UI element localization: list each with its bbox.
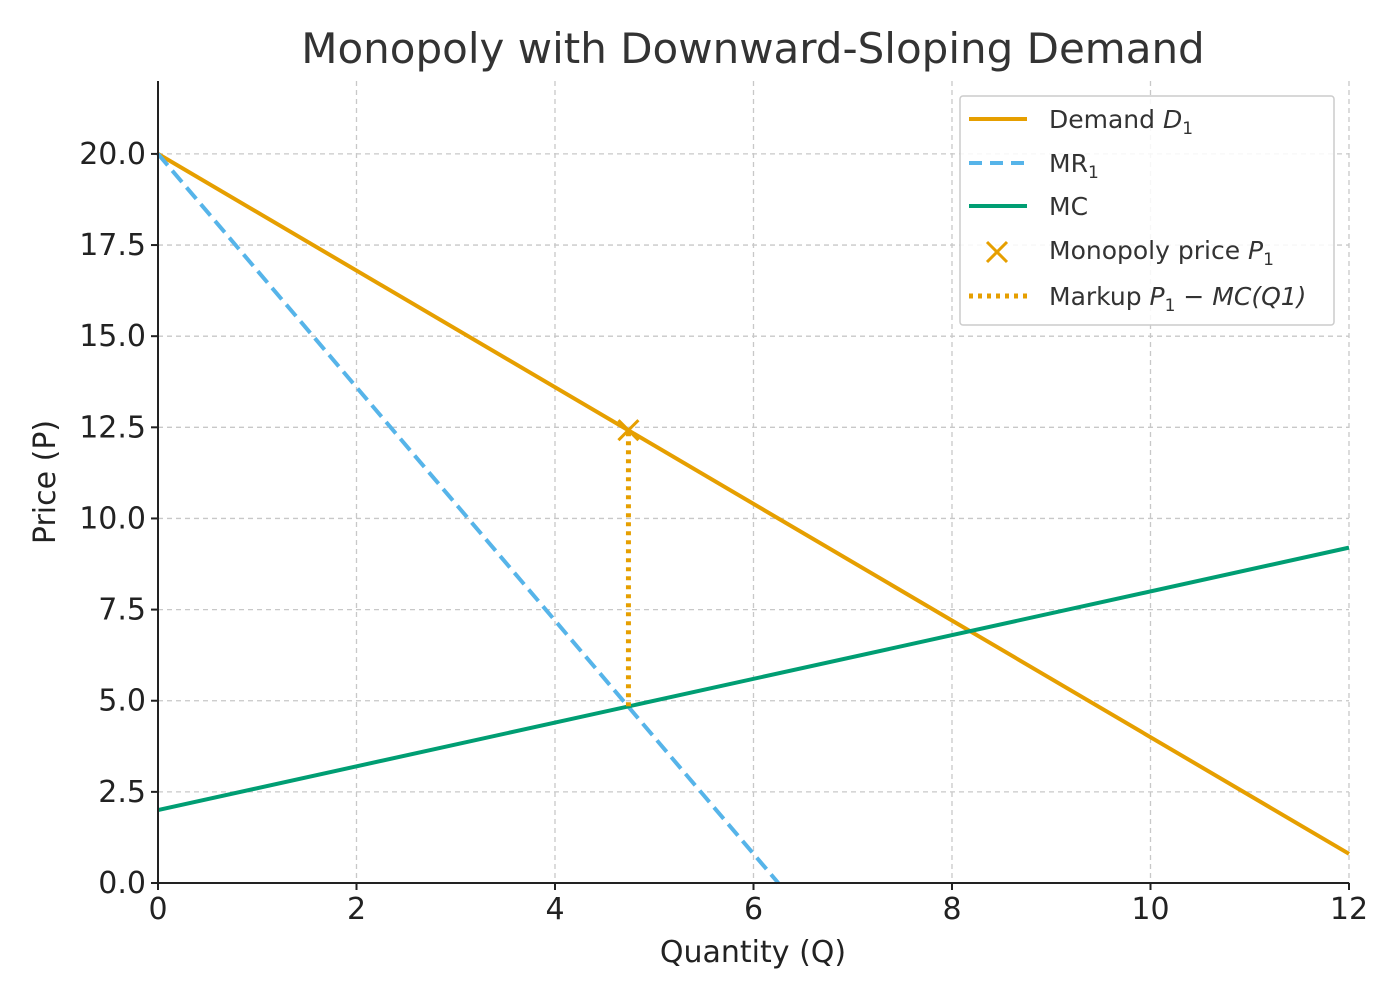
x-tick-label: 0 [148,892,167,927]
y-tick-label: 12.5 [79,410,146,445]
y-axis-label: Price (P) [28,420,63,544]
legend-item-markup-p1-mc-q1: Markup P1 − MC(Q1) [969,282,1306,316]
mr1-series [156,152,780,885]
legend-label: Demand D1 [1049,105,1193,139]
x-tick-label: 12 [1330,892,1368,927]
monopoly-price-p1-series [617,419,640,442]
legend-item-demand-d1: Demand D1 [969,105,1193,139]
x-tick-label: 2 [347,892,366,927]
legend: Demand D1 MR1 MC Monopoly price P1 Markup P1… [959,95,1335,326]
y-tick-label: 2.5 [98,775,146,810]
y-tick-label: 7.5 [98,593,146,628]
legend-item-mr1: MR1 [969,149,1099,183]
x-tick-label: 4 [545,892,564,927]
y-tick-label: 15.0 [79,319,146,354]
plot-area [156,152,1351,885]
legend-item-mc: MC [969,192,1088,221]
x-tick-label: 8 [942,892,961,927]
mc-series [157,545,1350,813]
y-tick-label: 17.5 [79,228,146,263]
ticks: 0 2 4 6 8 10 12 0.0 2.5 5.0 7.5 10.0 12.5 15.0 17.5 20.… [79,137,1368,927]
chart-title: Monopoly with Downward-Sloping Demand [301,24,1204,73]
legend-box [959,95,1335,326]
y-tick-label: 5.0 [98,684,146,719]
grid [158,81,1350,883]
legend-label: MC [1049,192,1088,221]
y-tick-label: 10.0 [79,501,146,536]
y-tick-label: 0.0 [98,866,146,901]
demand-d1-series [156,152,1351,856]
legend-marker-x [985,240,1009,264]
legend-label: Monopoly price P1 [1049,236,1274,270]
legend-label: MR1 [1049,149,1099,183]
x-tick-label: 10 [1131,892,1169,927]
x-tick-label: 6 [744,892,763,927]
legend-label: Markup P1 − MC(Q1) [1049,282,1306,316]
x-axis-label: Quantity (Q) [660,935,846,970]
legend-item-monopoly-price-p1: Monopoly price P1 [985,236,1274,270]
y-tick-label: 20.0 [79,137,146,172]
